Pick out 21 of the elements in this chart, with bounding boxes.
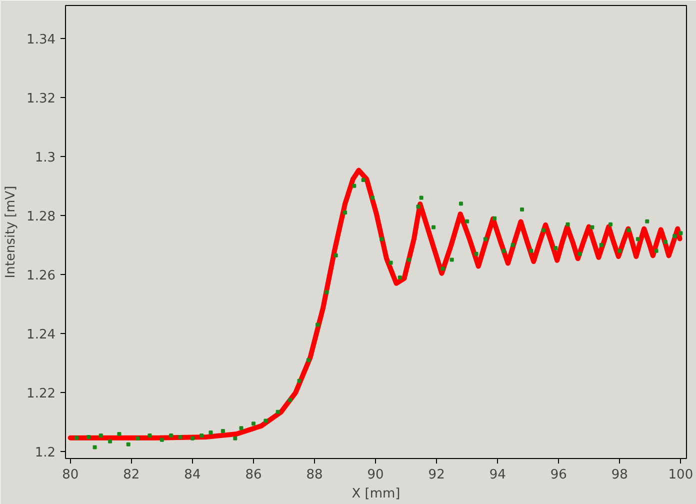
x-tick-label: 86	[245, 468, 262, 482]
x-tick-label: 84	[184, 468, 201, 482]
x-tick-label: 96	[550, 468, 567, 482]
x-tick-label: 80	[62, 468, 79, 482]
x-tick-label: 92	[428, 468, 445, 482]
y-tick-label: 1.28	[26, 209, 56, 224]
y-tick-label: 1.26	[26, 268, 56, 284]
y-tick-label: 1.24	[26, 328, 56, 343]
x-tick-label: 100	[668, 468, 694, 482]
y-tick-label: 1.32	[26, 91, 56, 106]
y-axis-title: Intensity [mV]	[4, 186, 19, 278]
x-tick-label: 98	[611, 468, 628, 482]
x-axis-title: X [mm]	[352, 486, 400, 502]
x-tick-label: 82	[123, 468, 140, 482]
y-tick-label: 1.22	[26, 386, 56, 402]
x-tick-label: 88	[306, 468, 323, 482]
x-tick-label: 94	[489, 468, 506, 482]
y-tick-label: 1.3	[34, 150, 56, 166]
y-tick-label: 1.2	[34, 446, 56, 461]
y-tick-label: 1.34	[26, 32, 56, 48]
x-tick-label: 90	[367, 468, 384, 482]
